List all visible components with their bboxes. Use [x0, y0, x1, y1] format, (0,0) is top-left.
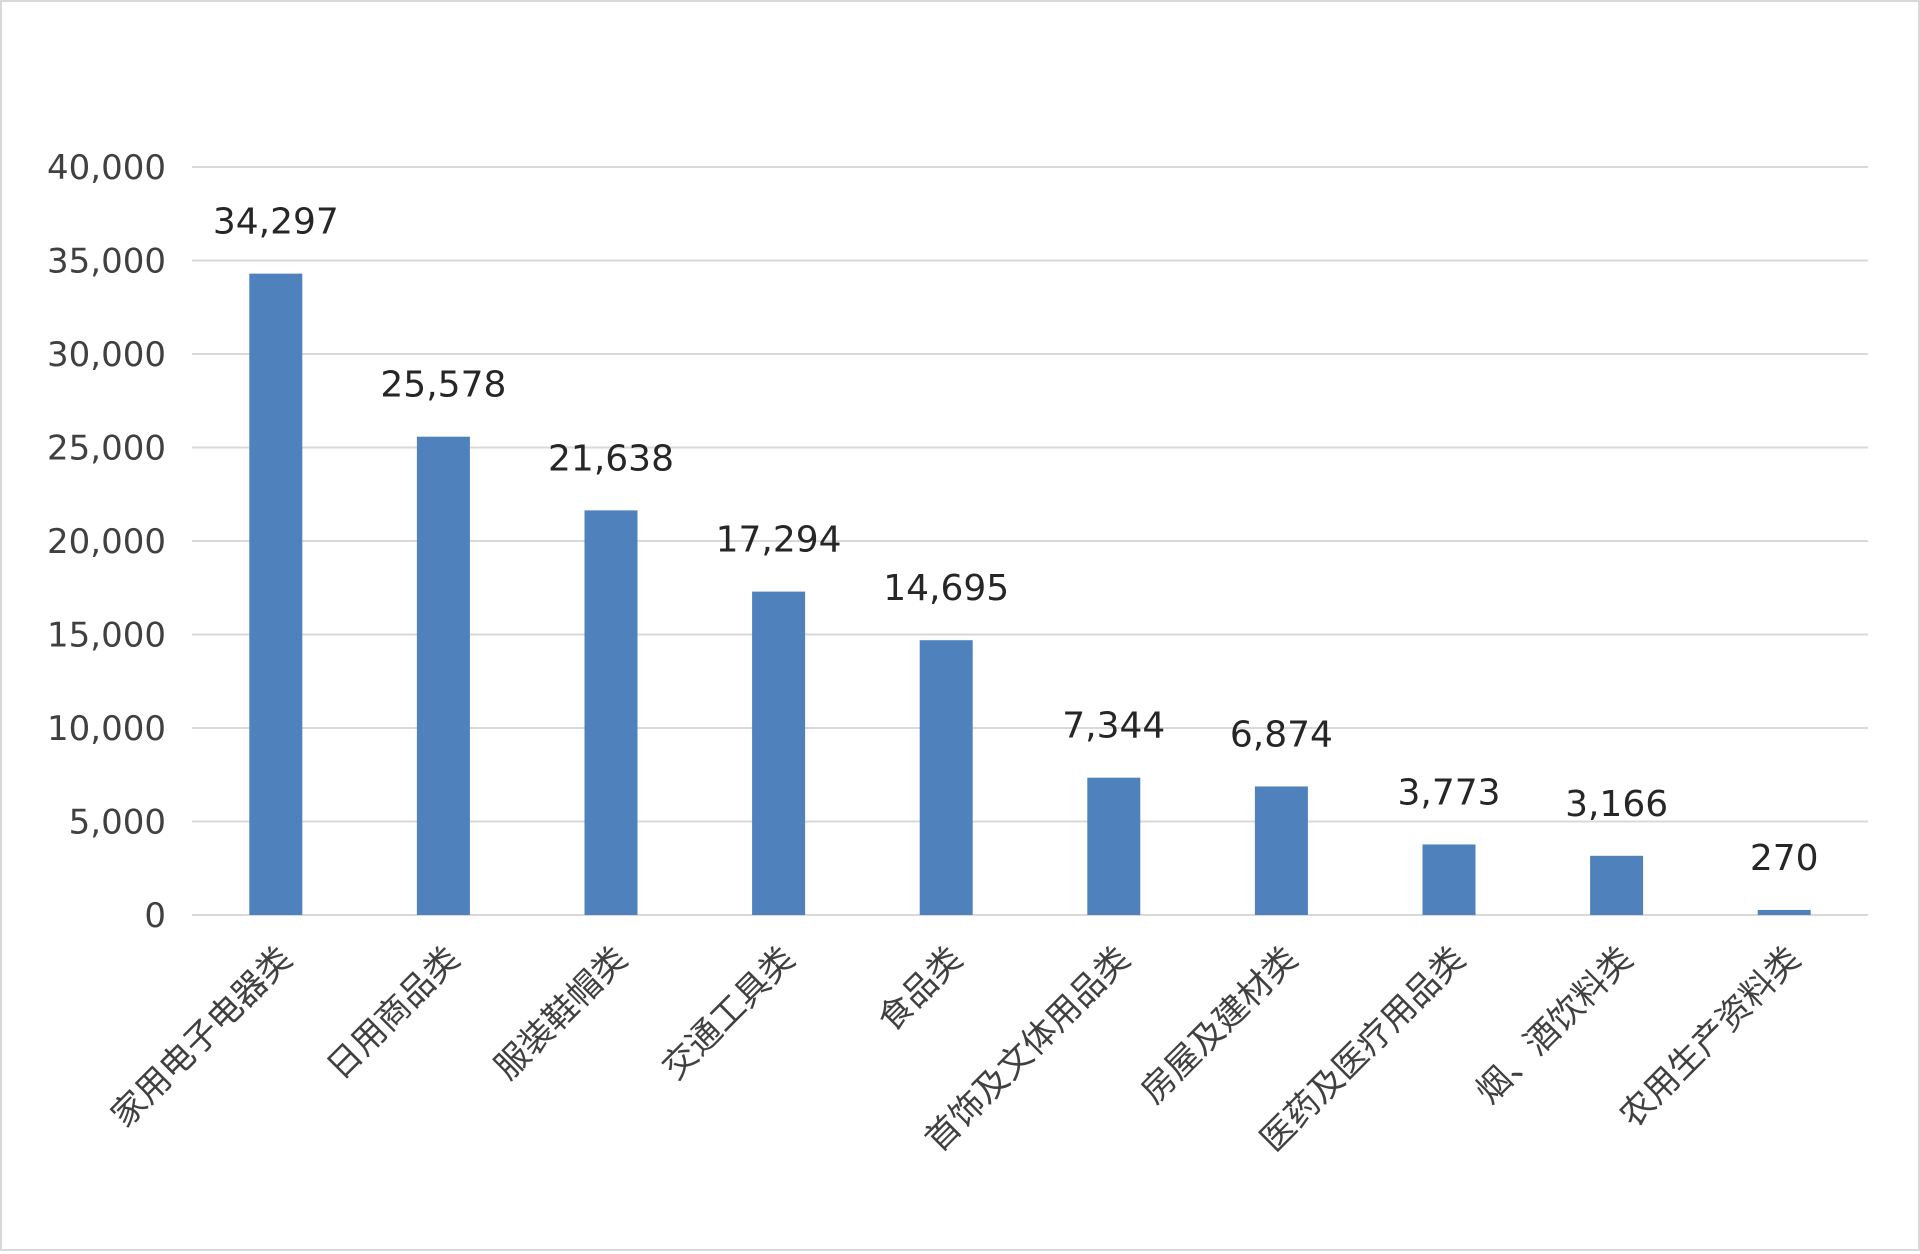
- x-axis-tick-labels: 家用电子电器类 日用商品类 服装鞋帽类 交通工具类 食品类首饰及文体用品类房屋及建材类医…: [104, 939, 1809, 1160]
- y-tick-label: 30,000: [47, 335, 166, 375]
- y-axis-tick-labels: 0 5,000 10,000 15,000 20,000 25,000 30,000 35,0…: [47, 148, 166, 936]
- y-tick-label: 5,000: [69, 803, 166, 843]
- x-tick-label: 日用商品类: [319, 939, 467, 1087]
- data-label: 17,294: [716, 520, 842, 561]
- x-tick-label: 农用生产资料类: [1612, 939, 1809, 1136]
- bar: [416, 436, 470, 915]
- x-tick-label: 交通工具类: [654, 939, 802, 1087]
- y-tick-label: 10,000: [47, 709, 166, 749]
- bar: [919, 640, 973, 915]
- y-tick-label: 25,000: [47, 429, 166, 469]
- y-tick-label: 0: [144, 896, 166, 936]
- y-tick-label: 20,000: [47, 522, 166, 562]
- data-label: 34,297: [213, 202, 339, 243]
- data-label: 25,578: [380, 365, 506, 406]
- bar: [584, 510, 638, 915]
- bar: [1590, 855, 1644, 915]
- y-tick-label: 40,000: [47, 148, 166, 188]
- bar: [752, 591, 806, 915]
- data-label: 270: [1750, 838, 1819, 879]
- x-tick-label: 食品类: [870, 939, 970, 1039]
- x-tick-label: 服装鞋帽类: [487, 939, 635, 1087]
- data-label: 21,638: [548, 438, 674, 479]
- gridlines: [192, 166, 1868, 916]
- x-tick-label: 烟、酒饮料类: [1468, 939, 1641, 1112]
- y-tick-label: 15,000: [47, 616, 166, 656]
- y-tick-label: 35,000: [47, 242, 166, 282]
- data-label: 3,166: [1565, 784, 1668, 825]
- x-tick-label: 房屋及建材类: [1133, 939, 1306, 1112]
- bar: [1254, 786, 1308, 915]
- data-label: 7,344: [1062, 706, 1165, 747]
- bar: [1087, 777, 1141, 915]
- data-label: 14,695: [883, 568, 1009, 609]
- data-label: 3,773: [1397, 772, 1500, 813]
- data-label: 6,874: [1230, 714, 1333, 755]
- bar: [249, 273, 303, 915]
- bars: [249, 273, 1811, 915]
- bar: [1422, 844, 1476, 915]
- bar: [1757, 909, 1811, 915]
- x-tick-label: 家用电子电器类: [104, 939, 301, 1136]
- data-labels: 34,297 25,578 21,638 17,294 14,695 7,344 6,874…: [213, 202, 1819, 879]
